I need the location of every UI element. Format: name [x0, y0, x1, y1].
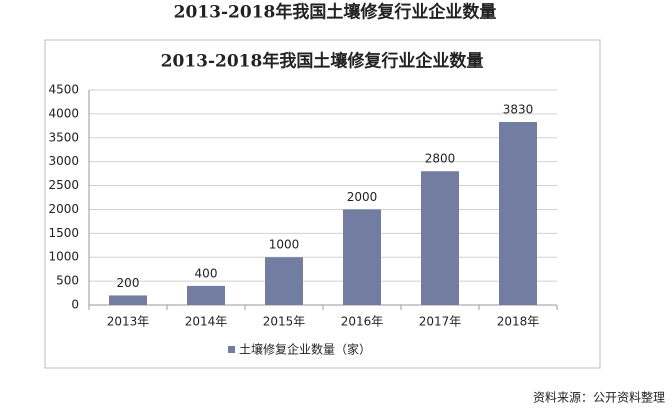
data-label: 400: [195, 266, 218, 280]
source-note: 资料来源：公开资料整理: [533, 390, 665, 405]
bar: [343, 209, 381, 305]
data-label: 2000: [347, 190, 378, 204]
bar: [499, 122, 537, 305]
y-tick-label: 0: [71, 298, 79, 312]
x-tick-label: 2015年: [263, 315, 306, 329]
y-tick-label: 3000: [48, 154, 79, 168]
data-label: 2800: [425, 152, 456, 166]
x-tick-label: 2013年: [107, 315, 150, 329]
y-tick-label: 1000: [48, 250, 79, 264]
chart-frame: [44, 39, 601, 369]
x-tick-label: 2017年: [419, 315, 462, 329]
y-tick-label: 1500: [48, 226, 79, 240]
y-tick-label: 4000: [48, 106, 79, 120]
y-tick-label: 2000: [48, 202, 79, 216]
y-tick-label: 2500: [48, 178, 79, 192]
bar: [187, 285, 225, 305]
data-label: 200: [117, 276, 140, 290]
page-title: 2013-2018年我国土壤修复行业企业数量: [174, 2, 497, 23]
data-label: 3830: [503, 103, 534, 117]
bar: [265, 257, 303, 305]
x-tick-label: 2014年: [185, 315, 228, 329]
legend-swatch: [228, 346, 235, 353]
x-tick-label: 2018年: [497, 315, 540, 329]
y-tick-label: 500: [56, 274, 79, 288]
legend-label: 土壤修复企业数量（家）: [239, 342, 371, 357]
y-tick-label: 3500: [48, 130, 79, 144]
chart-title: 2013-2018年我国土壤修复行业企业数量: [161, 51, 484, 72]
x-tick-label: 2016年: [341, 315, 384, 329]
data-label: 1000: [269, 238, 300, 252]
y-tick-label: 4500: [48, 83, 79, 97]
bar: [109, 295, 147, 305]
bar: [421, 171, 459, 305]
